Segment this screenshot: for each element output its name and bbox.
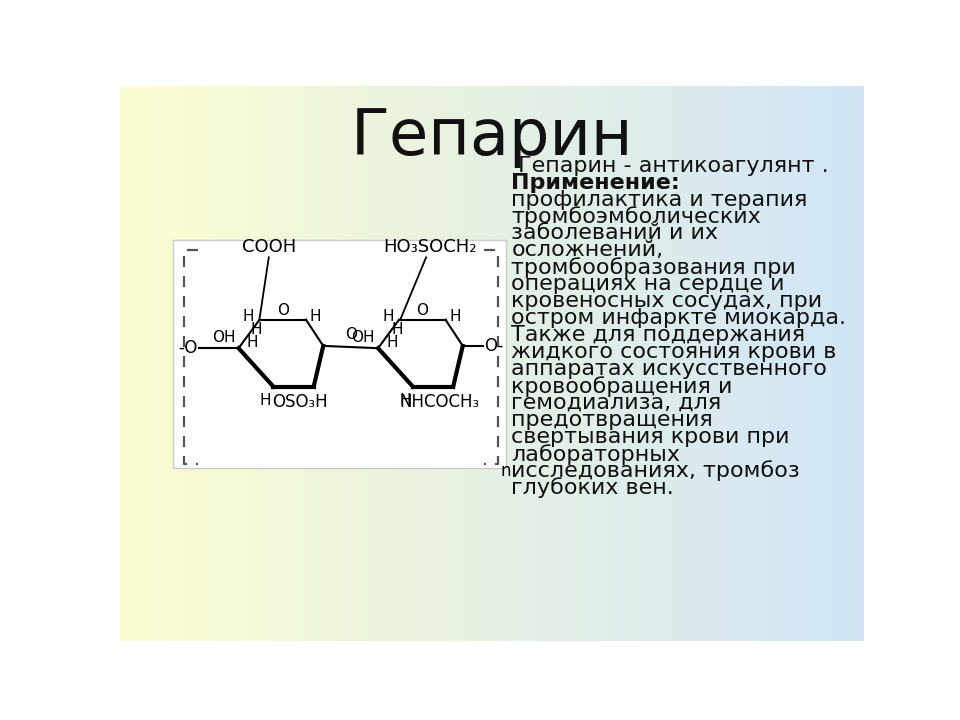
Text: OH: OH	[212, 330, 235, 345]
FancyBboxPatch shape	[173, 240, 506, 467]
Text: кровообращения и: кровообращения и	[512, 376, 732, 397]
Text: заболеваний и их: заболеваний и их	[512, 223, 718, 243]
Text: лабораторных: лабораторных	[512, 444, 681, 464]
Text: H: H	[309, 309, 321, 324]
Text: O: O	[345, 328, 357, 343]
Text: H: H	[243, 309, 254, 324]
Text: OH: OH	[351, 330, 375, 345]
Text: жидкого состояния крови в: жидкого состояния крови в	[512, 342, 837, 362]
Text: Гепарин - антикоагулянт .: Гепарин - антикоагулянт .	[512, 156, 829, 176]
Text: H: H	[449, 309, 461, 324]
Text: -O: -O	[179, 339, 198, 357]
Text: Также для поддержания: Также для поддержания	[512, 325, 805, 345]
Text: осложнений,: осложнений,	[512, 240, 663, 261]
Text: O: O	[276, 303, 289, 318]
Text: свертывания крови при: свертывания крови при	[512, 427, 790, 446]
Text: аппаратах искусственного: аппаратах искусственного	[512, 359, 828, 379]
Text: O: O	[417, 303, 428, 318]
Text: H: H	[382, 309, 394, 324]
Text: H: H	[392, 323, 403, 337]
Text: глубоких вен.: глубоких вен.	[512, 477, 674, 498]
Text: OSO₃H: OSO₃H	[272, 393, 327, 411]
Text: профилактика и терапия: профилактика и терапия	[512, 189, 807, 210]
Text: H: H	[260, 393, 272, 408]
Text: H: H	[386, 336, 397, 351]
Text: H: H	[251, 323, 262, 337]
Text: остром инфаркте миокарда.: остром инфаркте миокарда.	[512, 308, 847, 328]
Text: Применение:: Применение:	[512, 173, 680, 193]
Text: COOH: COOH	[242, 238, 296, 256]
Text: операциях на сердце и: операциях на сердце и	[512, 274, 785, 294]
Text: Гепарин: Гепарин	[350, 106, 634, 168]
Text: O-: O-	[484, 337, 504, 355]
Text: n: n	[500, 462, 511, 480]
Text: H: H	[399, 393, 411, 408]
Text: кровеносных сосудах, при: кровеносных сосудах, при	[512, 291, 823, 311]
Text: предотвращения: предотвращения	[512, 410, 713, 430]
Text: исследованиях, тромбоз: исследованиях, тромбоз	[512, 461, 800, 482]
Text: тромбообразования при: тромбообразования при	[512, 257, 796, 278]
Text: тромбоэмболических: тромбоэмболических	[512, 207, 761, 228]
Text: NHCOCH₃: NHCOCH₃	[399, 393, 479, 411]
Text: HO₃SOCH₂: HO₃SOCH₂	[383, 238, 477, 256]
Text: H: H	[247, 336, 258, 351]
Text: гемодиализа, для: гемодиализа, для	[512, 393, 722, 413]
